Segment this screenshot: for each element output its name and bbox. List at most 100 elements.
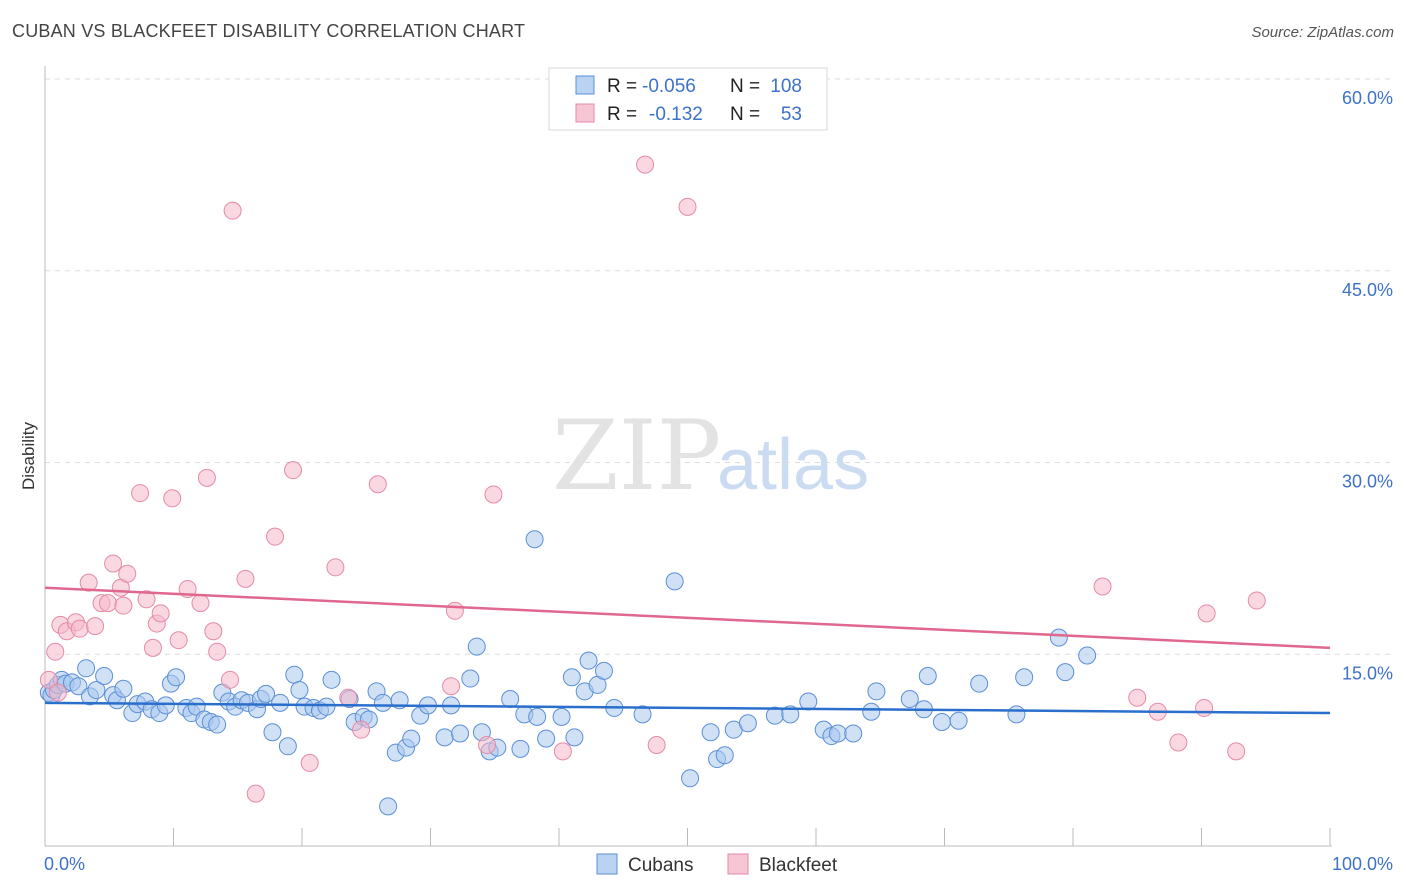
point-blackfeet <box>137 590 156 609</box>
y-tick-label: 60.0% <box>1342 88 1393 108</box>
point-cubans <box>69 677 88 696</box>
y-tick-label: 30.0% <box>1342 472 1393 492</box>
point-cubans <box>451 724 470 743</box>
legend-swatch-cubans <box>575 75 595 95</box>
point-cubans <box>715 746 734 765</box>
point-cubans <box>537 729 556 748</box>
point-cubans <box>525 530 544 549</box>
point-cubans <box>501 689 520 708</box>
series-cubans <box>39 530 1097 816</box>
point-cubans <box>285 665 304 684</box>
point-blackfeet <box>169 631 188 650</box>
point-cubans <box>633 705 652 724</box>
watermark-atlas: atlas <box>717 425 869 505</box>
point-blackfeet <box>204 622 223 641</box>
point-cubans <box>781 705 800 724</box>
point-cubans <box>552 707 571 726</box>
point-cubans <box>114 679 133 698</box>
point-cubans <box>528 707 547 726</box>
point-cubans <box>594 661 613 680</box>
point-blackfeet <box>636 155 655 174</box>
legend-top: R = -0.056 N = 108 R = -0.132 N = 53 <box>548 67 828 131</box>
chart-title: CUBAN VS BLACKFEET DISABILITY CORRELATIO… <box>12 21 526 41</box>
point-blackfeet <box>79 573 98 592</box>
point-cubans <box>278 737 297 756</box>
point-cubans <box>1007 705 1026 724</box>
trend-lines <box>44 586 1331 715</box>
y-tick-label: 15.0% <box>1342 663 1393 683</box>
point-cubans <box>402 729 421 748</box>
point-cubans <box>271 693 290 712</box>
point-blackfeet <box>163 489 182 508</box>
point-cubans <box>1078 646 1097 665</box>
y-tick-label: 45.0% <box>1342 280 1393 300</box>
point-cubans <box>461 669 480 688</box>
point-cubans <box>290 681 309 700</box>
point-cubans <box>208 715 227 734</box>
point-cubans <box>257 684 276 703</box>
point-blackfeet <box>326 558 345 577</box>
point-cubans <box>900 689 919 708</box>
legend-n-value-cubans: 108 <box>770 76 802 97</box>
point-cubans <box>87 681 106 700</box>
point-blackfeet <box>339 688 358 707</box>
legend-n-value-blackfeet: 53 <box>781 104 802 125</box>
point-blackfeet <box>1247 591 1266 610</box>
point-blackfeet <box>197 468 216 487</box>
point-cubans <box>263 723 282 742</box>
point-blackfeet <box>246 784 265 803</box>
point-blackfeet <box>191 594 210 613</box>
point-blackfeet <box>300 753 319 772</box>
legend-bottom: Cubans Blackfeet <box>596 853 838 876</box>
legend-r-value-blackfeet: -0.132 <box>649 104 703 125</box>
grid-lines <box>45 78 1393 655</box>
point-blackfeet <box>236 569 255 588</box>
point-cubans <box>867 682 886 701</box>
point-cubans <box>949 711 968 730</box>
point-blackfeet <box>1227 742 1246 761</box>
point-cubans <box>435 728 454 747</box>
point-blackfeet <box>1128 688 1147 707</box>
point-cubans <box>862 702 881 721</box>
x-tick-label-min: 0.0% <box>44 854 85 874</box>
point-cubans <box>579 651 598 670</box>
point-blackfeet <box>70 619 89 638</box>
point-cubans <box>665 572 684 591</box>
source-label: Source: ZipAtlas.com <box>1251 24 1394 41</box>
point-cubans <box>932 713 951 732</box>
point-blackfeet <box>223 201 242 220</box>
legend-top-box <box>548 67 828 131</box>
point-blackfeet <box>48 683 67 702</box>
point-blackfeet <box>98 594 117 613</box>
legend-r-label-blackfeet: R = <box>607 104 637 125</box>
legend-n-label-cubans: N = <box>730 76 760 97</box>
point-cubans <box>844 724 863 743</box>
point-blackfeet <box>647 736 666 755</box>
point-cubans <box>562 668 581 687</box>
point-cubans <box>317 697 336 716</box>
legend-n-label-blackfeet: N = <box>730 104 760 125</box>
point-blackfeet <box>208 642 227 661</box>
series-blackfeet <box>39 155 1266 803</box>
point-cubans <box>918 666 937 685</box>
x-tick-label-max: 100.0% <box>1332 854 1393 874</box>
point-cubans <box>156 696 175 715</box>
point-cubans <box>1049 628 1068 647</box>
point-blackfeet <box>118 564 137 583</box>
point-cubans <box>467 637 486 656</box>
point-cubans <box>322 670 341 689</box>
point-blackfeet <box>104 554 123 573</box>
point-blackfeet <box>131 484 150 503</box>
point-blackfeet <box>678 197 697 216</box>
point-blackfeet <box>284 461 303 480</box>
point-cubans <box>738 714 757 733</box>
point-blackfeet <box>1169 733 1188 752</box>
y-tick-labels: 15.0% 30.0% 45.0% 60.0% <box>1342 88 1393 683</box>
point-cubans <box>799 692 818 711</box>
y-axis-label: Disability <box>19 421 38 490</box>
point-cubans <box>681 769 700 788</box>
point-cubans <box>77 659 96 678</box>
point-blackfeet <box>1093 577 1112 596</box>
legend-bottom-label-cubans: Cubans <box>628 855 694 876</box>
